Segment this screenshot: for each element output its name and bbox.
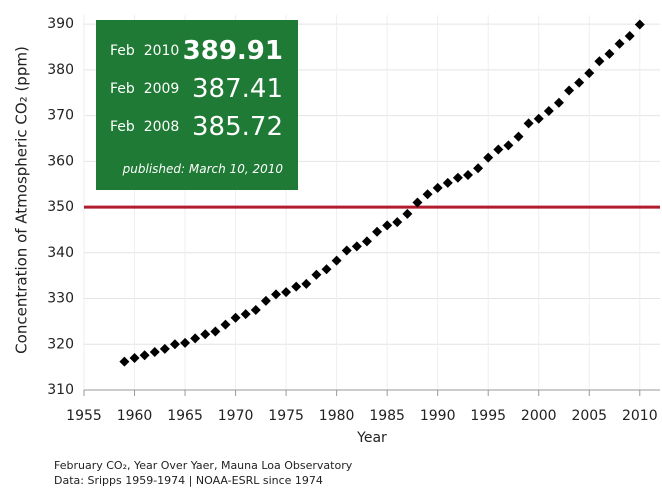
data-point [533, 113, 544, 124]
data-point [624, 30, 635, 41]
data-point [159, 343, 170, 354]
data-point [351, 241, 362, 252]
info-box-bg [96, 20, 298, 190]
info-value: 385.72 [192, 112, 283, 142]
info-note: published: March 10, 2010 [122, 162, 284, 176]
data-point [341, 245, 352, 256]
y-tick-label: 380 [47, 62, 74, 78]
data-point [271, 289, 281, 300]
data-point [210, 326, 221, 337]
data-point [452, 172, 463, 183]
x-tick-label: 1980 [319, 408, 355, 424]
data-point [614, 38, 625, 49]
data-point [513, 131, 524, 142]
info-label: Feb 2010 [110, 43, 179, 59]
data-point [402, 208, 413, 219]
info-value: 389.91 [183, 36, 283, 66]
data-point [604, 48, 615, 59]
data-point [139, 350, 150, 361]
data-point [483, 152, 494, 163]
data-point [311, 269, 322, 280]
info-label: Feb 2008 [110, 119, 179, 135]
data-point [230, 312, 241, 323]
x-tick-label: 2005 [571, 408, 607, 424]
data-point [432, 182, 443, 193]
data-point [200, 329, 211, 340]
data-point [119, 356, 130, 367]
data-point [372, 226, 383, 237]
caption: February CO₂, Year Over Yaer, Mauna Loa … [54, 459, 353, 472]
x-tick-label: 1955 [66, 408, 102, 424]
data-point [331, 255, 342, 266]
data-point [523, 118, 534, 129]
x-tick-label: 2000 [521, 408, 557, 424]
x-tick-label: 1985 [369, 408, 405, 424]
data-point [129, 352, 140, 363]
data-point [240, 309, 251, 320]
data-point [422, 189, 433, 200]
x-tick-label: 1975 [268, 408, 304, 424]
data-point [584, 68, 595, 79]
data-point [180, 337, 191, 348]
info-value: 387.41 [192, 74, 283, 104]
y-axis-label: Concentration of Atmospheric CO₂ (ppm) [13, 46, 31, 354]
data-point [564, 85, 575, 96]
x-tick-label: 1990 [420, 408, 456, 424]
data-point [260, 295, 271, 306]
data-point [543, 106, 554, 117]
x-tick-label: 1965 [167, 408, 203, 424]
x-tick-label: 1995 [470, 408, 506, 424]
data-point [281, 287, 292, 298]
y-tick-label: 340 [47, 245, 74, 261]
data-point [412, 197, 423, 208]
x-axis-label: Year [356, 430, 387, 446]
data-point [463, 170, 473, 181]
y-tick-label: 320 [47, 336, 74, 352]
data-point [493, 144, 504, 155]
data-point [169, 339, 180, 350]
info-label: Feb 2009 [110, 81, 179, 97]
y-tick-label: 330 [47, 291, 74, 307]
caption: Data: Sripps 1959-1974 | NOAA-ESRL since… [54, 474, 323, 487]
data-point [382, 220, 393, 231]
x-tick-label: 1970 [218, 408, 254, 424]
y-tick-label: 310 [47, 382, 74, 398]
data-point [220, 319, 231, 330]
y-tick-label: 390 [47, 16, 74, 32]
data-point [392, 217, 403, 228]
data-point [361, 236, 372, 247]
data-point [442, 177, 453, 188]
data-point [301, 278, 312, 289]
data-point [634, 19, 645, 30]
data-point [250, 304, 261, 315]
data-point [190, 333, 201, 344]
y-tick-label: 350 [47, 199, 74, 215]
y-tick-label: 360 [47, 153, 74, 169]
data-point [594, 56, 605, 67]
x-tick-label: 2010 [622, 408, 658, 424]
y-tick-label: 370 [47, 108, 74, 124]
data-point [291, 281, 302, 292]
data-point [503, 140, 514, 151]
data-point [553, 97, 564, 108]
data-point [574, 77, 585, 88]
data-point [473, 163, 484, 174]
data-point [149, 347, 160, 358]
data-point [321, 264, 332, 275]
x-tick-label: 1960 [117, 408, 153, 424]
